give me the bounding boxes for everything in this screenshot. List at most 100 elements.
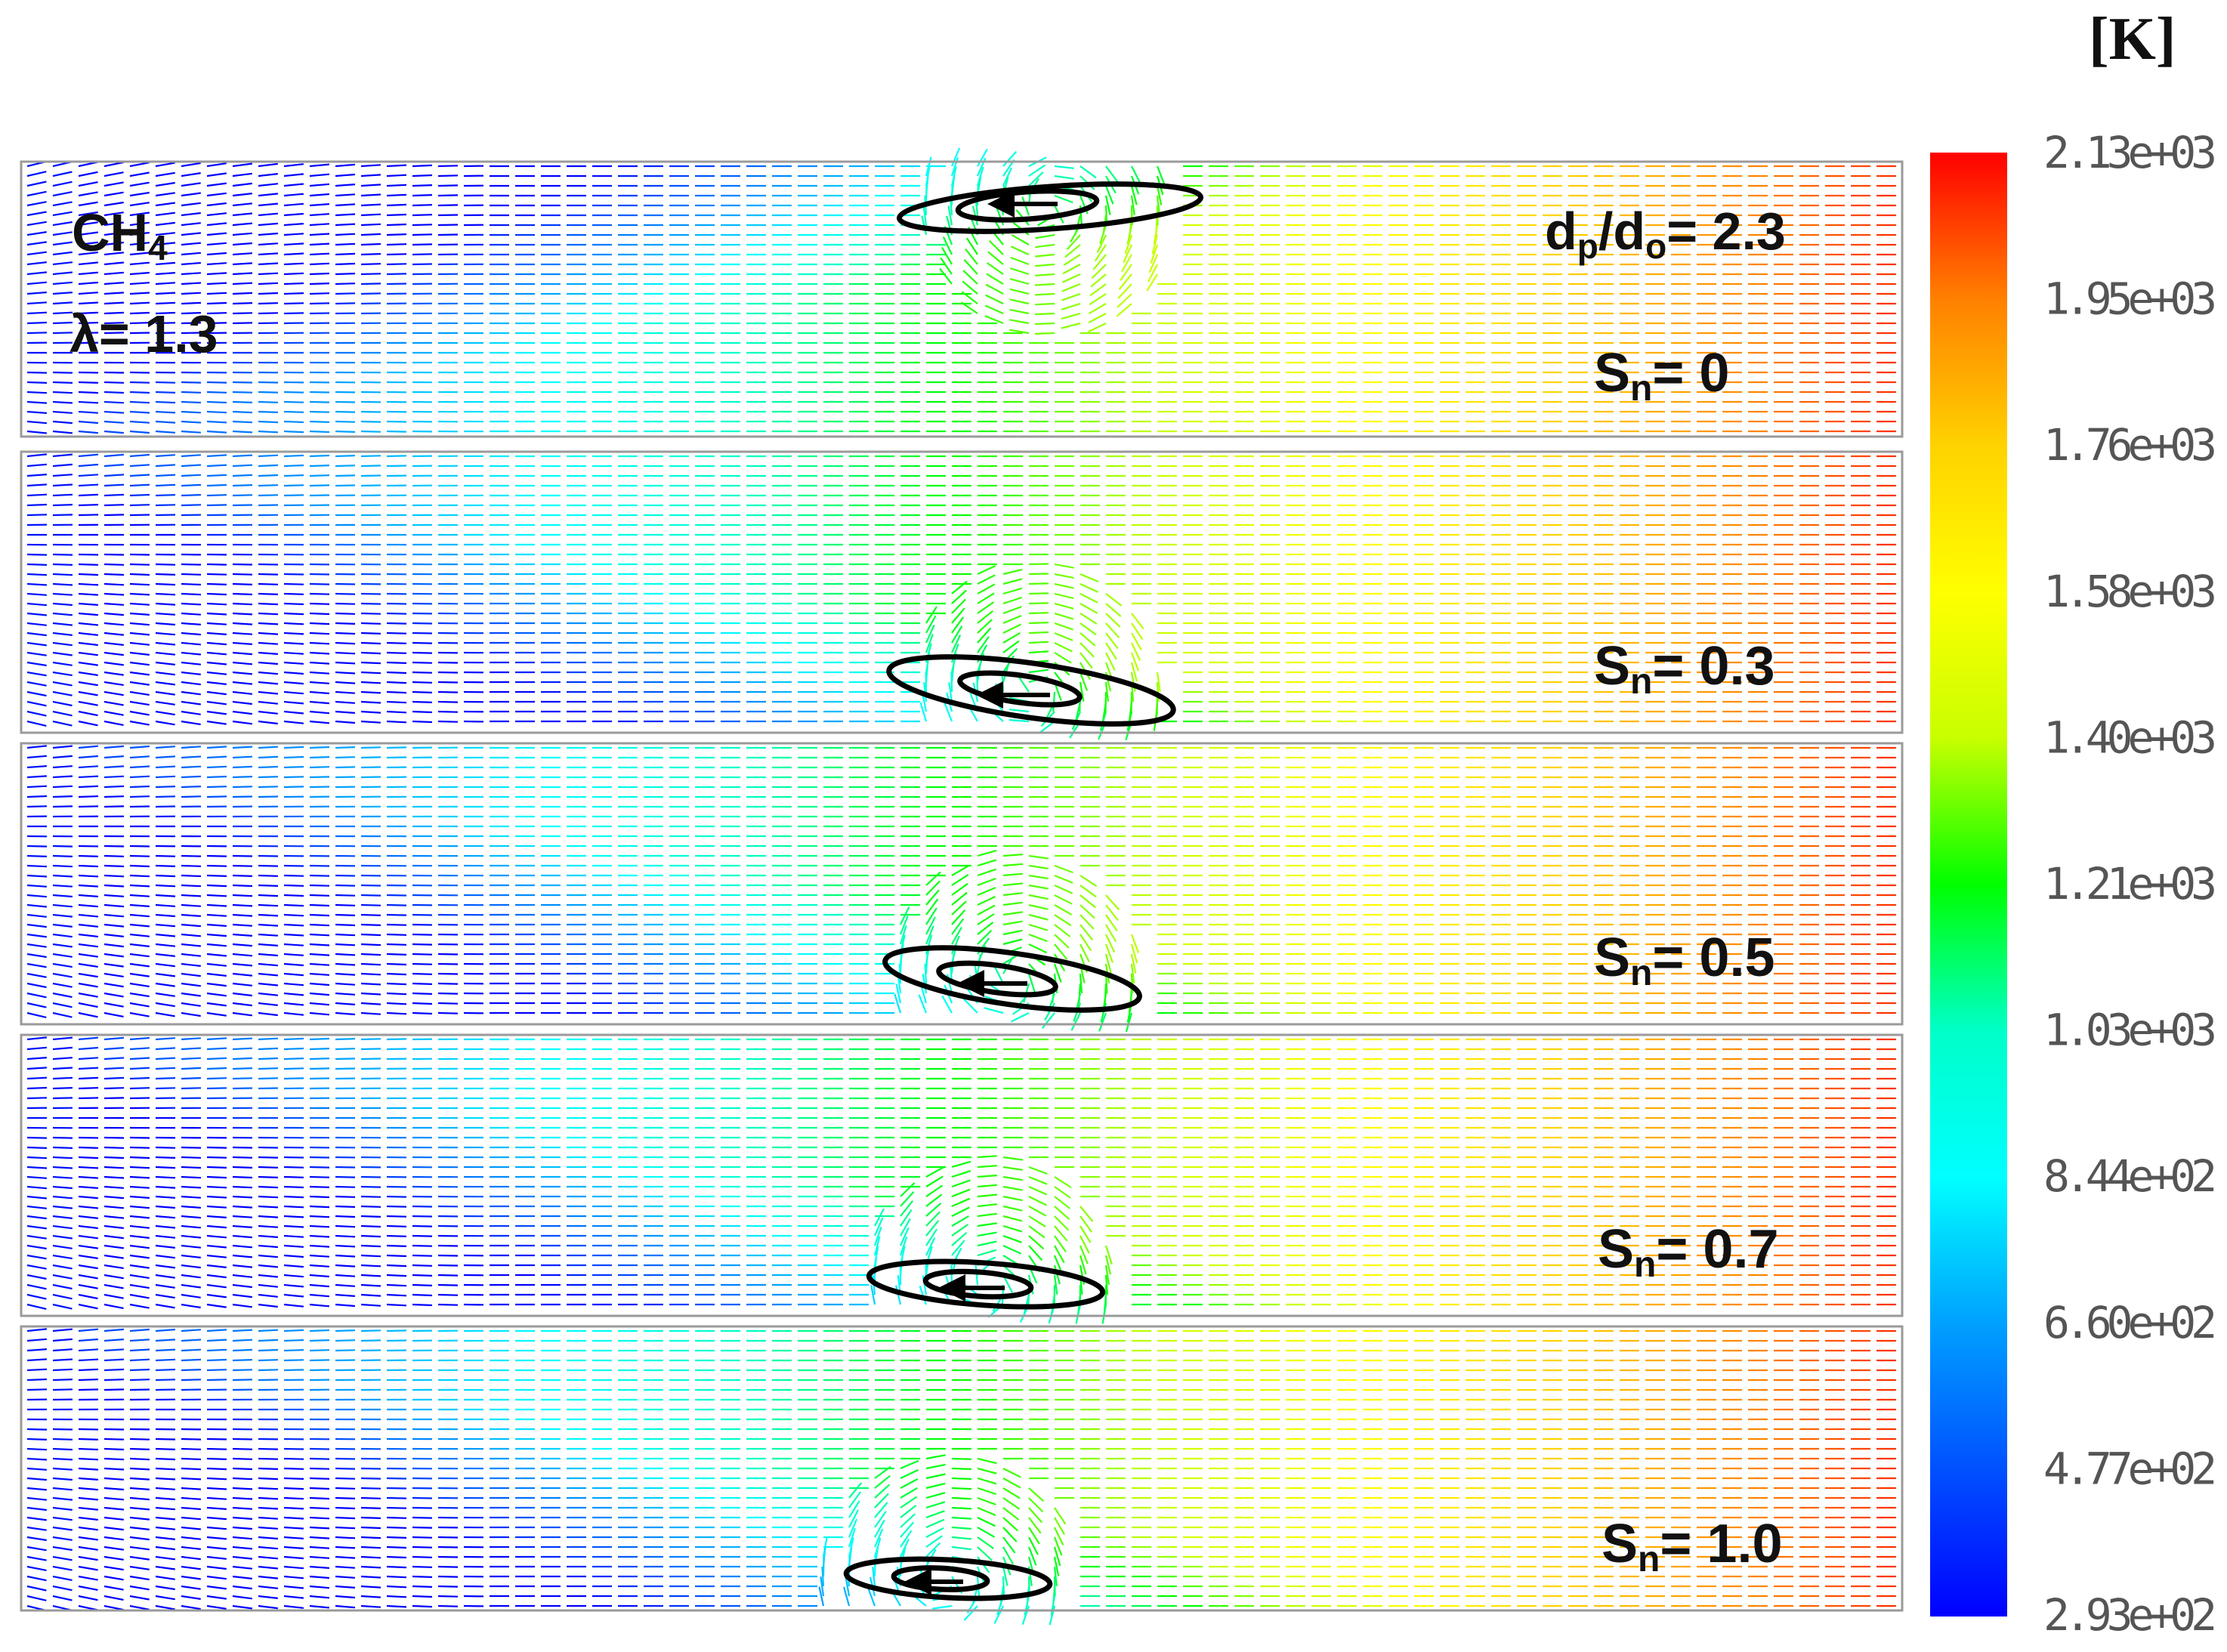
vector-arrows — [360, 455, 740, 674]
colorbar-unit: [K] — [2089, 6, 2176, 73]
vector-arrows — [156, 1116, 535, 1277]
vector-arrows — [207, 1408, 561, 1558]
vector-arrows — [567, 1185, 766, 1267]
vector-arrows — [412, 746, 792, 975]
vector-arrows — [129, 1358, 484, 1509]
colorbar-gradient — [1930, 153, 2007, 1616]
vector-arrows — [515, 194, 740, 286]
vector-arrows — [618, 746, 843, 946]
vector-arrows — [335, 1329, 586, 1490]
vector-arrows — [567, 214, 792, 305]
vector-arrows — [437, 582, 638, 664]
vector-arrows — [541, 746, 843, 965]
vector-arrows — [669, 874, 869, 956]
vector-arrows — [1066, 234, 1081, 251]
vector-arrows — [1209, 455, 1228, 674]
vector-arrows — [977, 1506, 996, 1517]
vector-arrows — [386, 194, 612, 286]
vector-arrows — [798, 302, 817, 433]
vector-arrows — [977, 922, 994, 935]
vector-arrows — [644, 455, 663, 566]
vector-arrows — [1011, 234, 1030, 245]
vector-arrows — [644, 746, 663, 857]
vector-arrows — [438, 1126, 817, 1286]
vector-arrows — [335, 1185, 535, 1267]
vector-arrows — [900, 1038, 1041, 1273]
vector-arrows — [618, 631, 817, 713]
vector-arrows — [232, 1087, 612, 1247]
vector-arrows — [412, 563, 792, 723]
vector-arrows — [925, 746, 946, 906]
vector-arrows — [360, 845, 740, 1005]
vector-arrows — [849, 1329, 869, 1480]
vector-arrows — [541, 864, 740, 946]
vector-arrows — [977, 1527, 996, 1538]
vector-arrows — [207, 1116, 586, 1277]
vector-arrows — [490, 553, 689, 635]
vector-arrows — [951, 1231, 968, 1246]
vector-arrows — [1337, 746, 1357, 985]
vector-arrows — [695, 312, 715, 433]
vector-arrows — [695, 622, 894, 703]
vector-arrows — [155, 174, 612, 364]
vector-arrows — [1157, 746, 1177, 956]
vector-arrows — [772, 622, 953, 702]
vector-arrows — [335, 1408, 689, 1558]
colorbar-tick-label: 6.60e+02 — [2043, 1297, 2217, 1348]
vector-arrows — [1876, 165, 1896, 433]
vector-arrows — [490, 455, 792, 664]
vector-arrows — [1517, 1329, 1537, 1607]
vector-arrows — [823, 455, 843, 595]
vector-arrows — [1125, 1012, 1133, 1033]
vector-arrows — [669, 1175, 869, 1257]
vector-arrows — [181, 1077, 561, 1237]
vector-arrows — [490, 543, 869, 703]
vector-arrows — [1002, 929, 1023, 936]
vector-arrows — [232, 504, 612, 664]
vector-arrows — [78, 1057, 98, 1061]
vector-arrows — [1053, 1536, 1063, 1556]
vector-arrows — [412, 543, 792, 703]
vector-arrows — [823, 1329, 843, 1470]
vector-arrows — [181, 825, 561, 985]
vector-arrows — [925, 1220, 940, 1237]
vector-arrows — [1594, 746, 1614, 1014]
vector-arrows — [490, 1146, 869, 1306]
vector-arrows — [721, 185, 928, 295]
vector-arrows — [181, 1087, 561, 1247]
vector-arrows — [463, 854, 843, 1014]
vector-arrows — [798, 150, 1018, 256]
vector-arrows — [925, 624, 935, 644]
vector-arrows — [849, 273, 894, 433]
vector-arrows — [412, 1447, 586, 1519]
vector-arrows — [921, 215, 928, 236]
vector-arrows — [1132, 1329, 1151, 1529]
vector-arrows — [335, 283, 561, 374]
vector-arrows — [1671, 455, 1691, 723]
vector-arrows — [437, 1038, 459, 1110]
vector-arrows — [592, 1447, 766, 1519]
vector-arrows — [129, 474, 689, 713]
vector-arrows — [515, 631, 715, 713]
vector-arrows — [258, 1136, 638, 1296]
vector-arrows — [644, 233, 869, 433]
vector-arrows — [181, 815, 561, 975]
vector-arrows — [849, 612, 1030, 693]
vector-arrows — [1876, 1038, 1896, 1306]
vector-arrows — [925, 166, 931, 187]
vector-arrows — [1697, 746, 1716, 1014]
vector-arrows — [386, 1418, 740, 1568]
vector-arrows — [1234, 214, 1254, 433]
vector-arrows — [798, 746, 817, 887]
vector-arrows — [515, 845, 715, 926]
vector-arrows — [849, 1038, 997, 1247]
vector-arrows — [1183, 455, 1254, 693]
vector-arrows — [592, 455, 894, 684]
vector-arrows — [412, 371, 433, 433]
vector-arrows — [155, 795, 535, 956]
vector-arrows — [1028, 1329, 1049, 1524]
vector-arrows — [490, 563, 869, 723]
vector-arrows — [721, 1205, 902, 1286]
vector-arrows — [129, 1368, 484, 1519]
vector-arrows — [258, 1107, 638, 1267]
